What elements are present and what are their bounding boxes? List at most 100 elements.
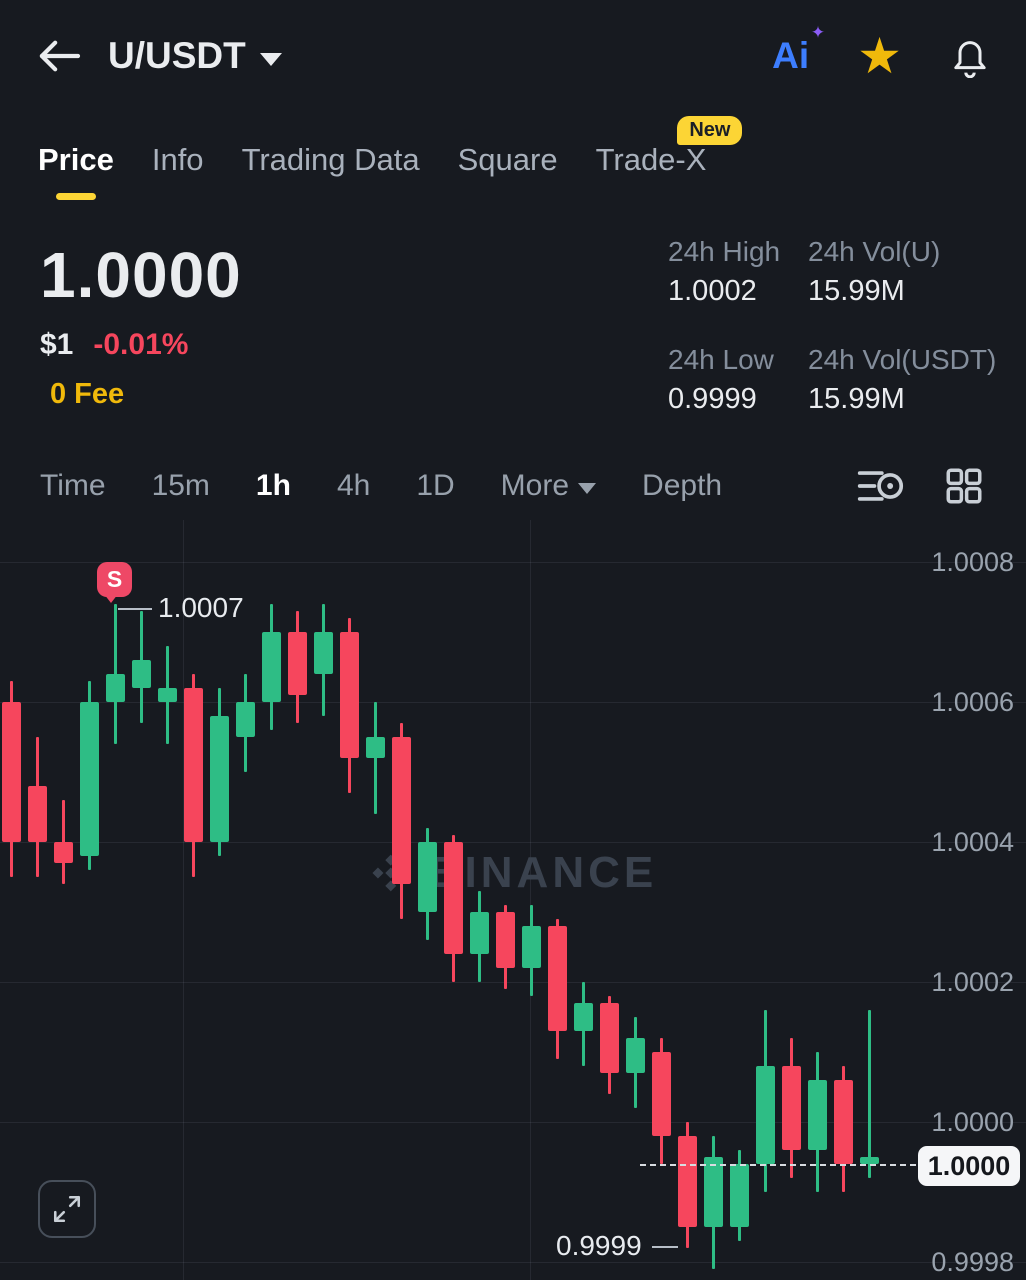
header: U/USDT Ai ✦ ★ xyxy=(0,0,1026,112)
candle-body xyxy=(626,1038,645,1073)
timeframe-1d[interactable]: 1D xyxy=(416,469,454,503)
candle-body xyxy=(366,737,385,758)
candle-body xyxy=(678,1136,697,1227)
tab-trading-data[interactable]: Trading Data xyxy=(242,142,420,178)
back-arrow-icon xyxy=(39,40,81,72)
candle-body xyxy=(28,786,47,842)
chevron-down-icon xyxy=(578,482,597,494)
timeframe-label: 1D xyxy=(416,469,455,502)
timeframe-time[interactable]: Time xyxy=(40,469,106,503)
pair-selector[interactable]: U/USDT xyxy=(108,35,282,77)
y-axis-label: 1.0000 xyxy=(931,1107,1014,1137)
tab-square[interactable]: Square xyxy=(458,142,558,178)
stat-24h-high: 24h High 1.0002 xyxy=(668,236,808,308)
stat-value: 15.99M xyxy=(808,275,905,307)
indicators-button[interactable] xyxy=(856,465,904,507)
candle-body xyxy=(392,737,411,884)
candle-body xyxy=(106,674,125,702)
stat-label: 24h Low xyxy=(668,344,774,375)
back-button[interactable] xyxy=(36,37,82,75)
tab-info[interactable]: Info xyxy=(152,142,204,178)
stats-grid: 24h High 1.0002 24h Vol(U) 15.99M 24h Lo… xyxy=(668,236,996,416)
gridline-horizontal xyxy=(0,982,1026,983)
y-axis-label: 0.9998 xyxy=(931,1247,1014,1277)
tab-trade-x[interactable]: Trade-X New xyxy=(595,116,743,178)
tab-bar: Price Info Trading Data Square Trade-X Ne… xyxy=(0,116,1026,202)
layout-grid-button[interactable] xyxy=(942,465,986,507)
candle-body xyxy=(340,632,359,758)
stat-value: 1.0002 xyxy=(668,275,757,307)
candle-body xyxy=(288,632,307,695)
timeframe-more[interactable]: More xyxy=(500,469,597,503)
candle-body xyxy=(808,1080,827,1150)
stat-24h-vol-quote: 24h Vol(USDT) 15.99M xyxy=(808,344,996,416)
timeframe-4h[interactable]: 4h xyxy=(337,469,370,503)
candle-body xyxy=(2,702,21,842)
candle-body xyxy=(574,1003,593,1031)
candle-body xyxy=(236,702,255,737)
tab-trading-data-label: Trading Data xyxy=(241,142,420,177)
ai-assistant-button[interactable]: Ai ✦ xyxy=(772,23,825,77)
timeframe-15m[interactable]: 15m xyxy=(152,469,210,503)
candle-wick xyxy=(374,702,377,814)
sell-trade-marker[interactable]: S xyxy=(97,562,132,603)
tab-trade-x-label: Trade-X xyxy=(595,142,707,177)
gridline-horizontal xyxy=(0,842,1026,843)
indicators-icon xyxy=(857,471,904,501)
timeframe-label: 4h xyxy=(336,469,371,502)
fiat-value: $1 xyxy=(40,328,74,361)
gridline-horizontal xyxy=(0,1122,1026,1123)
expand-icon xyxy=(53,1195,81,1223)
low-annotation-line xyxy=(652,1246,678,1248)
high-annotation-label: 1.0007 xyxy=(158,592,244,623)
candle-wick xyxy=(868,1010,871,1178)
candle-body xyxy=(496,912,515,968)
layout-grid-icon xyxy=(946,468,982,504)
candle-body xyxy=(262,632,281,702)
last-price-dashed-line xyxy=(640,1164,916,1166)
candle-body xyxy=(314,632,333,674)
candle-body xyxy=(158,688,177,702)
candles-layer[interactable] xyxy=(0,520,1026,1280)
stat-24h-low: 24h Low 0.9999 xyxy=(668,344,808,416)
watermark-text: BINANCE xyxy=(428,848,658,897)
stat-value: 0.9999 xyxy=(668,383,757,415)
tab-price[interactable]: Price xyxy=(38,142,114,178)
candle-body xyxy=(834,1080,853,1164)
stat-label: 24h Vol(U) xyxy=(808,236,941,267)
fullscreen-button[interactable] xyxy=(38,1180,96,1238)
timeframe-1h[interactable]: 1h xyxy=(256,469,291,503)
last-price: 1.0000 xyxy=(40,239,242,311)
header-actions: Ai ✦ ★ xyxy=(772,23,990,84)
candle-body xyxy=(860,1157,879,1164)
timeframe-label: More xyxy=(500,469,570,502)
depth-toggle[interactable]: Depth xyxy=(642,469,722,503)
candle-body xyxy=(210,716,229,842)
gridline-vertical xyxy=(183,520,184,1280)
low-annotation-label: 0.9999 xyxy=(556,1230,642,1261)
chevron-down-icon xyxy=(259,52,282,66)
gridline-horizontal xyxy=(0,702,1026,703)
change-percent: -0.01% xyxy=(93,328,189,361)
y-axis-label: 1.0008 xyxy=(931,547,1014,577)
candlestick-chart[interactable]: 1.0008 1.0006 1.0004 1.0002 1.0000 0.999… xyxy=(0,520,1026,1280)
stat-label: 24h High xyxy=(668,236,781,267)
timeframe-toolbar: Time 15m 1h 4h 1D More Depth xyxy=(0,456,1026,516)
tab-square-label: Square xyxy=(457,142,558,177)
notifications-button[interactable] xyxy=(950,34,990,78)
candle-body xyxy=(652,1052,671,1136)
candle-body xyxy=(730,1164,749,1227)
candle-body xyxy=(444,842,463,954)
last-price-tag[interactable]: 1.0000 xyxy=(918,1146,1020,1186)
chart-tools xyxy=(856,465,986,507)
zero-fee-badge[interactable]: 0 Fee xyxy=(50,378,125,410)
gridline-horizontal xyxy=(0,562,1026,563)
candle-body xyxy=(782,1066,801,1150)
pair-title: U/USDT xyxy=(108,35,246,76)
stat-value: 15.99M xyxy=(808,383,905,415)
tab-info-label: Info xyxy=(151,142,204,177)
ai-label: Ai xyxy=(772,35,810,76)
bell-icon xyxy=(954,41,986,78)
favorite-star-icon[interactable]: ★ xyxy=(857,28,902,84)
